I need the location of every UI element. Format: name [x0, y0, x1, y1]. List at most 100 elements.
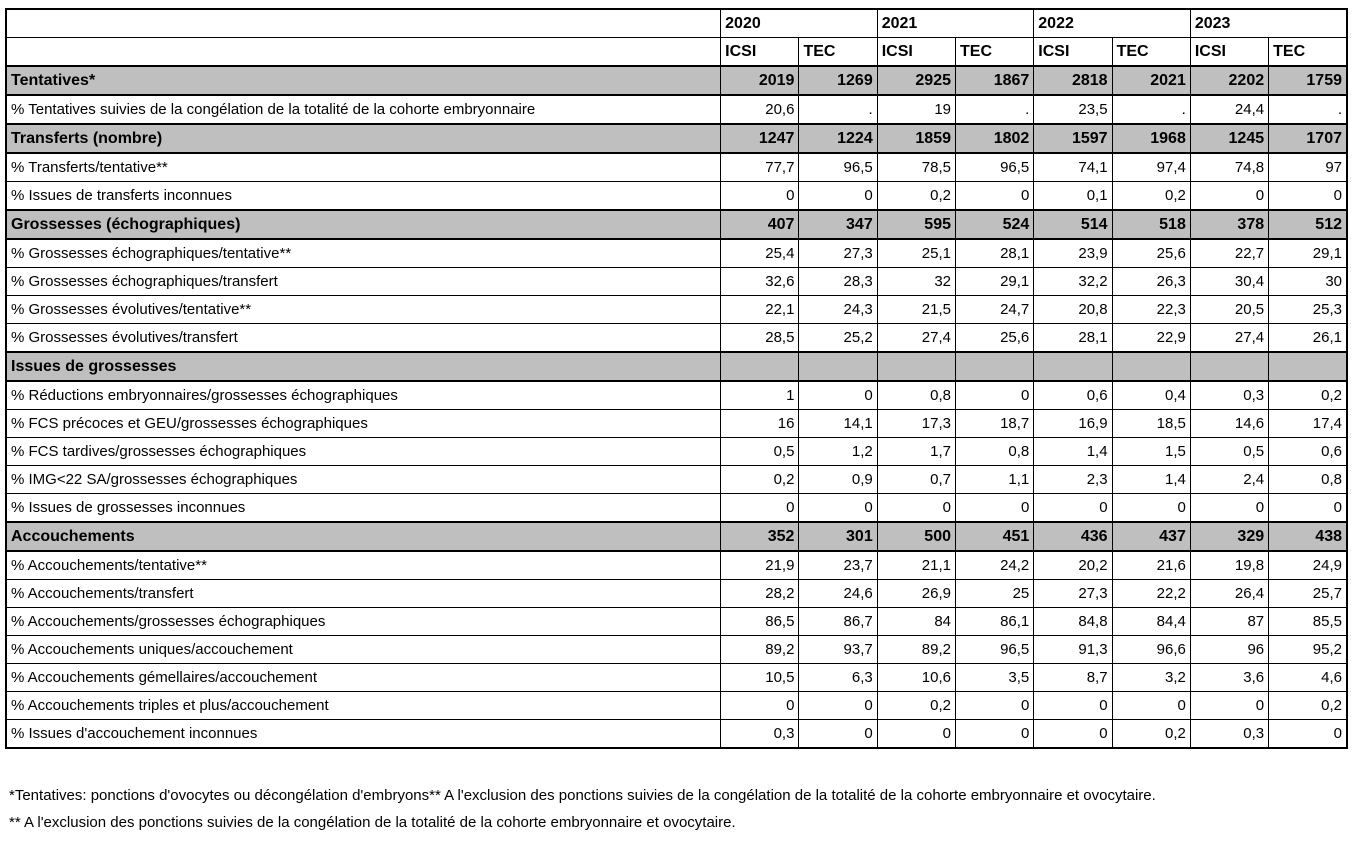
table-row: % Grossesses échographiques/tentative** 2…: [5, 238, 1348, 268]
data-cell: 86,1: [954, 607, 1035, 636]
data-cell: 4,6: [1268, 663, 1348, 692]
data-cell: 407: [720, 209, 800, 240]
corner-cell: [5, 37, 722, 67]
data-cell: 32: [876, 267, 957, 296]
data-cell: 1707: [1268, 123, 1348, 154]
row-label: % Grossesses échographiques/transfert: [5, 267, 722, 296]
section-row: Transferts (nombre) 1247 1224 1859 1802 1597 1…: [5, 123, 1348, 154]
subcolumn-header-cell: TEC: [954, 37, 1035, 67]
data-cell: 500: [876, 521, 957, 552]
data-cell: 24,9: [1268, 550, 1348, 580]
data-cell: 6,3: [798, 663, 878, 692]
data-cell: 87: [1189, 607, 1270, 636]
results-table-body: 2020 2021 2022 2023 ICSI TEC ICSI TEC ICSI TEC ICS…: [5, 8, 1348, 749]
data-cell: 8,7: [1033, 663, 1113, 692]
data-cell: 21,6: [1111, 550, 1191, 580]
data-cell: 0: [1033, 691, 1113, 720]
year-header-cell: 2021: [876, 8, 1035, 38]
data-cell: 0,2: [1268, 380, 1348, 410]
data-cell: 32,6: [720, 267, 800, 296]
data-cell: .: [798, 94, 878, 125]
row-label: % FCS précoces et GEU/grossesses échogra…: [5, 409, 722, 438]
table-row: % Issues d'accouchement inconnues 0,3 0 0 0 0…: [5, 719, 1348, 749]
data-cell: 512: [1268, 209, 1348, 240]
data-cell: 1802: [954, 123, 1035, 154]
data-cell: 28,1: [954, 238, 1035, 268]
subcolumn-header-cell: TEC: [1268, 37, 1348, 67]
data-cell: .: [1111, 94, 1191, 125]
year-header-cell: 2020: [720, 8, 878, 38]
row-label: % Accouchements triples et plus/accouche…: [5, 691, 722, 720]
data-cell: 0: [876, 719, 957, 749]
data-cell: [1111, 351, 1191, 382]
data-cell: 77,7: [720, 152, 800, 182]
table-row: % Accouchements uniques/accouchement 89,2…: [5, 635, 1348, 664]
data-cell: 28,5: [720, 323, 800, 353]
table-row: % Grossesses évolutives/tentative** 22,1 2…: [5, 295, 1348, 324]
data-cell: 28,1: [1033, 323, 1113, 353]
subcolumn-header-cell: ICSI: [1033, 37, 1113, 67]
data-cell: 451: [954, 521, 1035, 552]
data-cell: 0: [798, 493, 878, 523]
table-row: % Accouchements/transfert 28,2 24,6 26,9 25 2…: [5, 579, 1348, 608]
row-label: % IMG<22 SA/grossesses échographiques: [5, 465, 722, 494]
data-cell: 0,8: [1268, 465, 1348, 494]
row-label: % Accouchements uniques/accouchement: [5, 635, 722, 664]
row-label: Accouchements: [5, 521, 722, 552]
section-row: Accouchements 352 301 500 451 436 437 329 438: [5, 521, 1348, 552]
data-cell: 16: [720, 409, 800, 438]
data-cell: 0: [720, 493, 800, 523]
data-cell: 2,3: [1033, 465, 1113, 494]
row-label: % Tentatives suivies de la congélation d…: [5, 94, 722, 125]
data-cell: 0: [954, 691, 1035, 720]
data-cell: 0,5: [720, 437, 800, 466]
data-cell: 25,6: [954, 323, 1035, 353]
row-label: % Grossesses évolutives/tentative**: [5, 295, 722, 324]
data-cell: 26,9: [876, 579, 957, 608]
row-label: % Accouchements/transfert: [5, 579, 722, 608]
data-cell: 96,6: [1111, 635, 1191, 664]
data-cell: 96,5: [798, 152, 878, 182]
row-label: % Réductions embryonnaires/grossesses éc…: [5, 380, 722, 410]
data-cell: 1,5: [1111, 437, 1191, 466]
row-label: % Grossesses évolutives/transfert: [5, 323, 722, 353]
data-cell: 0: [1189, 493, 1270, 523]
footnotes: *Tentatives: ponctions d'ovocytes ou déc…: [9, 782, 1361, 836]
table-row: % Tentatives suivies de la congélation d…: [5, 94, 1348, 125]
subcolumn-header-cell: TEC: [1111, 37, 1191, 67]
year-header-row: 2020 2021 2022 2023: [5, 8, 1348, 38]
data-cell: 0,4: [1111, 380, 1191, 410]
data-cell: 17,3: [876, 409, 957, 438]
data-cell: 96: [1189, 635, 1270, 664]
data-cell: 22,1: [720, 295, 800, 324]
data-cell: 3,5: [954, 663, 1035, 692]
data-cell: 74,1: [1033, 152, 1113, 182]
data-cell: 0,6: [1033, 380, 1113, 410]
data-cell: 91,3: [1033, 635, 1113, 664]
data-cell: 28,2: [720, 579, 800, 608]
data-cell: 0: [954, 493, 1035, 523]
data-cell: 25,1: [876, 238, 957, 268]
corner-cell: [5, 8, 722, 38]
data-cell: 89,2: [720, 635, 800, 664]
data-cell: 17,4: [1268, 409, 1348, 438]
data-cell: 84: [876, 607, 957, 636]
data-cell: 0: [954, 181, 1035, 211]
section-row: Grossesses (échographiques) 407 347 595 524 5…: [5, 209, 1348, 240]
data-cell: 18,7: [954, 409, 1035, 438]
data-cell: 1859: [876, 123, 957, 154]
data-cell: .: [1268, 94, 1348, 125]
data-cell: 20,6: [720, 94, 800, 125]
table-row: % Accouchements triples et plus/accouche…: [5, 691, 1348, 720]
data-cell: 0: [1189, 181, 1270, 211]
data-cell: 301: [798, 521, 878, 552]
data-cell: 0: [720, 181, 800, 211]
row-label: Tentatives*: [5, 65, 722, 96]
row-label: % Issues d'accouchement inconnues: [5, 719, 722, 749]
data-cell: .: [954, 94, 1035, 125]
table-row: % FCS tardives/grossesses échographiques…: [5, 437, 1348, 466]
row-label: Grossesses (échographiques): [5, 209, 722, 240]
data-cell: 18,5: [1111, 409, 1191, 438]
data-cell: 436: [1033, 521, 1113, 552]
data-cell: 28,3: [798, 267, 878, 296]
